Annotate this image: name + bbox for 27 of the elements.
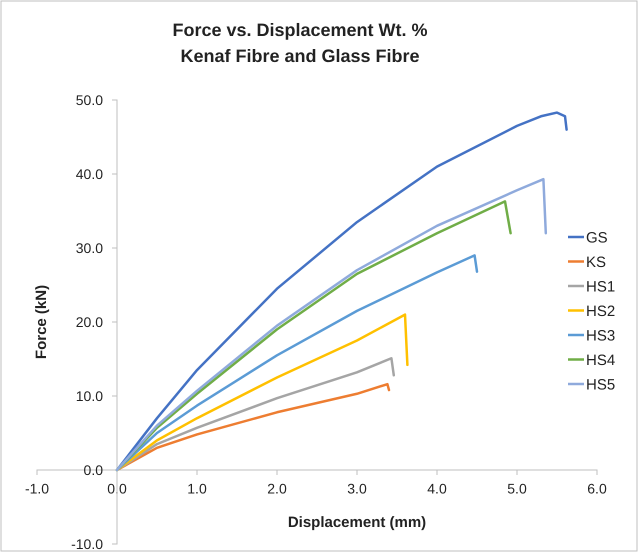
x-tick-label: 5.0 (507, 480, 527, 496)
legend-label: HS3 (586, 327, 616, 344)
y-tick-label: 40.0 (76, 166, 104, 182)
y-tick-label: -10.0 (71, 536, 104, 552)
legend-label: HS5 (586, 376, 616, 394)
y-axis-title: Force (kN) (33, 284, 50, 360)
x-tick-label: 6.0 (587, 480, 607, 496)
legend-label: GS (586, 229, 608, 246)
y-tick-label: 10.0 (76, 388, 104, 404)
y-tick-label: 20.0 (76, 314, 104, 330)
chart-title: Force vs. Displacement Wt. % Kenaf Fibre and Glass Fibre (172, 20, 428, 66)
x-tick-label: 0.0 (107, 480, 127, 496)
y-tick-label: 0.0 (84, 462, 104, 478)
x-tick-label: 3.0 (347, 480, 367, 496)
legend-label: HS1 (586, 278, 616, 296)
x-tick-label: -1.0 (24, 480, 50, 496)
x-tick-label: 2.0 (267, 480, 287, 496)
x-axis-title: Displacement (mm) (288, 514, 426, 531)
legend-label: HS2 (586, 302, 616, 320)
legend-label: KS (586, 254, 606, 271)
x-tick-label: 1.0 (187, 480, 207, 496)
y-tick-label: 30.0 (76, 240, 104, 256)
x-tick-label: 4.0 (427, 480, 447, 496)
y-tick-label: 50.0 (76, 92, 104, 108)
line-series (116, 178, 548, 472)
legend-label: HS4 (586, 352, 616, 369)
line-series (116, 357, 396, 472)
